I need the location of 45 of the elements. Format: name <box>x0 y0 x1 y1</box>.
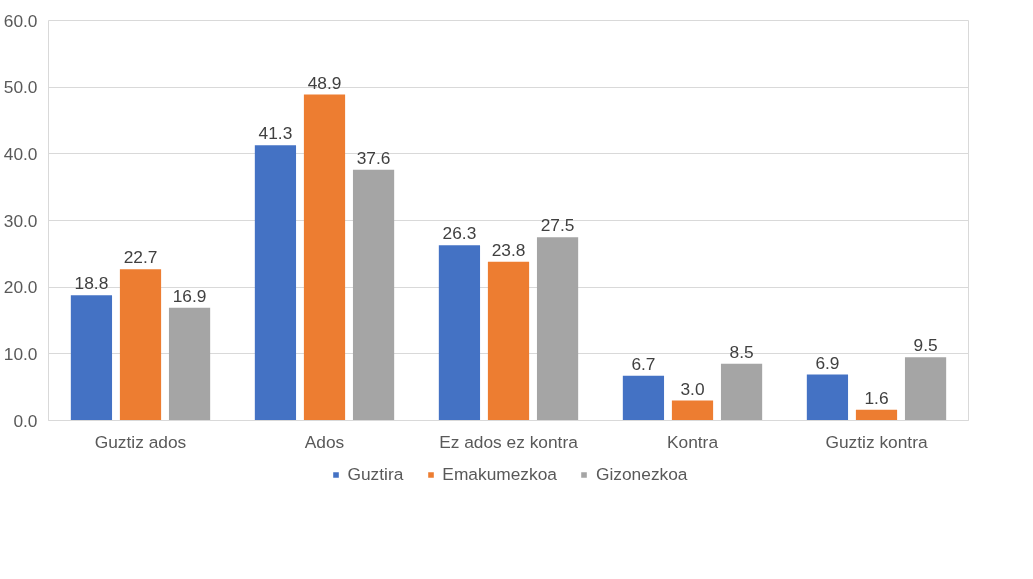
bar <box>720 363 763 421</box>
data-label: 1.6 <box>864 387 889 408</box>
data-label: 26.3 <box>442 223 477 244</box>
y-tick-label: 30.0 <box>3 210 38 231</box>
bar <box>671 400 714 421</box>
bar <box>254 145 297 421</box>
x-tick-label: Guztiz kontra <box>825 431 928 452</box>
legend-label: Gizonezkoa <box>595 463 688 485</box>
data-label: 9.5 <box>913 335 938 356</box>
x-tick-label: Guztiz ados <box>94 431 187 452</box>
data-label: 41.3 <box>258 123 293 144</box>
legend-label: Guztira <box>347 463 404 485</box>
bar <box>806 374 849 421</box>
x-tick-label: Kontra <box>666 431 719 452</box>
data-label: 27.5 <box>540 215 575 236</box>
bar <box>536 237 579 421</box>
bar <box>904 357 947 421</box>
data-label: 16.9 <box>172 285 207 306</box>
data-label: 22.7 <box>123 247 158 268</box>
y-tick-label: 40.0 <box>3 143 38 164</box>
data-label: 48.9 <box>307 72 342 93</box>
bar <box>855 409 898 421</box>
bar <box>119 269 162 421</box>
bar <box>487 261 530 421</box>
y-tick-label: 20.0 <box>3 277 38 298</box>
bar <box>622 375 665 421</box>
x-tick-label: Ez ados ez kontra <box>439 431 579 452</box>
y-tick-label: 50.0 <box>3 77 38 98</box>
data-label: 3.0 <box>680 378 705 399</box>
y-tick-label: 0.0 <box>13 410 38 431</box>
legend-label: Emakumezkoa <box>442 463 557 485</box>
data-label: 8.5 <box>729 341 754 362</box>
y-tick-label: 60.0 <box>3 10 38 31</box>
x-tick-label: Ados <box>304 431 345 452</box>
data-label: 23.8 <box>491 239 526 260</box>
data-label: 6.7 <box>631 353 656 374</box>
bar <box>352 169 395 421</box>
y-tick-label: 10.0 <box>3 343 38 364</box>
data-label: 37.6 <box>356 147 391 168</box>
bar <box>303 94 346 421</box>
data-label: 18.8 <box>74 273 109 294</box>
data-label: 6.9 <box>815 352 840 373</box>
bar <box>438 245 481 421</box>
bar <box>168 307 211 421</box>
bar <box>70 295 113 421</box>
